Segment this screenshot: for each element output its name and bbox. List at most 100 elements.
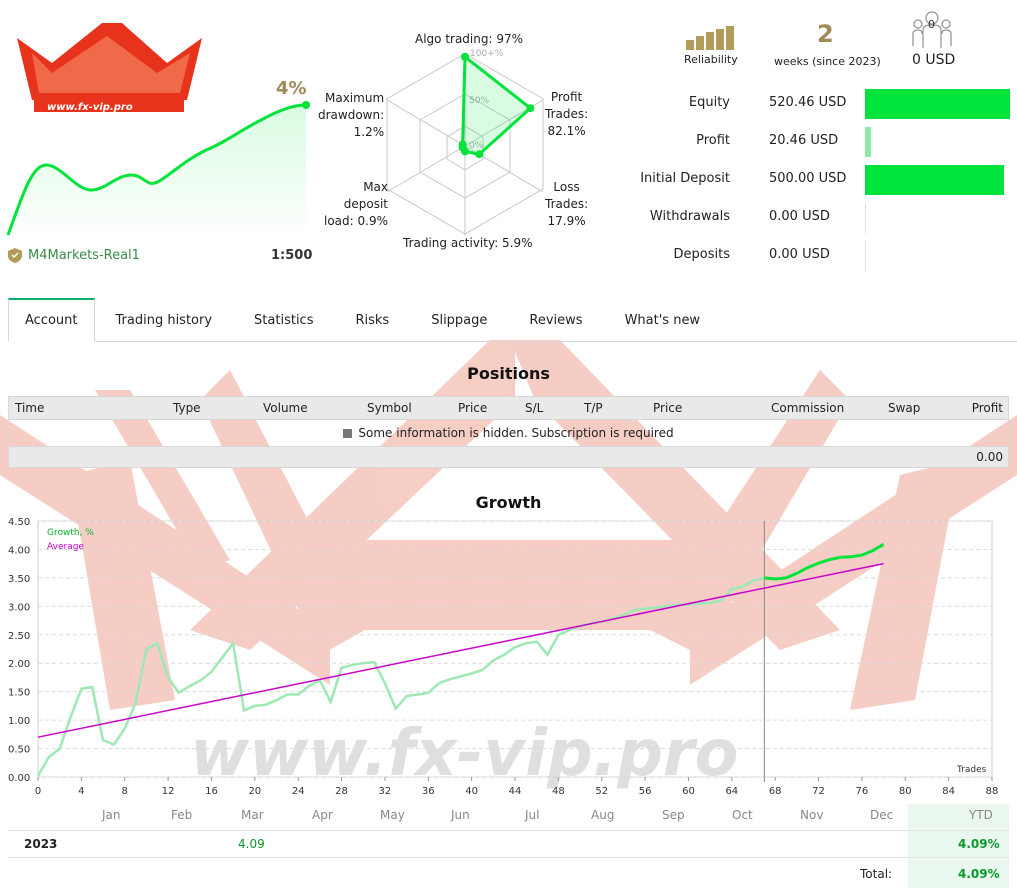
subscribers-icon xyxy=(912,11,952,48)
radar-chart: 100+% 50% 0% xyxy=(386,49,544,236)
col-tp: T/P xyxy=(584,401,603,415)
col-price: Price xyxy=(458,401,488,415)
tab-statistics[interactable]: Statistics xyxy=(254,312,314,328)
equity-bar xyxy=(865,89,1010,119)
average-line xyxy=(37,562,884,738)
subscribers-count: 0 xyxy=(928,18,935,31)
initial-deposit-bar xyxy=(865,165,1004,195)
x-tick-label: 88 xyxy=(986,786,999,797)
leverage: 1:500 xyxy=(271,248,313,263)
radar-label-load: Max deposit load: 0.9% xyxy=(324,180,388,228)
y-tick-label: 2.00 xyxy=(8,659,30,670)
tab-whats-new[interactable]: What's new xyxy=(624,312,701,328)
growth-sparkline xyxy=(6,101,310,240)
logo-text: www.fx-vip.pro xyxy=(47,102,133,113)
tab-reviews[interactable]: Reviews xyxy=(529,312,583,328)
col-symbol: Symbol xyxy=(367,401,412,415)
tab-trading-history[interactable]: Trading history xyxy=(115,312,213,328)
stat-row-initial-deposit: Initial Deposit 500.00 USD xyxy=(630,165,1015,195)
y-tick-label: 1.50 xyxy=(8,688,30,699)
mar-value: 4.09 xyxy=(238,837,265,851)
weeks-label: weeks (since 2023) xyxy=(774,55,881,68)
y-tick-label: 3.00 xyxy=(8,602,30,613)
shield-icon xyxy=(8,248,22,263)
y-tick-label: 0.00 xyxy=(8,773,30,784)
lock-icon xyxy=(343,428,353,438)
total-label: Total: xyxy=(860,867,893,881)
monthly-total-row: Total: 4.09% xyxy=(8,858,1009,888)
positions-header: Time Type Volume Symbol Price S/L T/P Pr… xyxy=(8,396,1009,420)
col-sl: S/L xyxy=(525,401,544,415)
x-tick-label: 4 xyxy=(78,786,84,797)
hidden-message: Some information is hidden. Subscription… xyxy=(358,426,674,440)
x-tick-label: 48 xyxy=(552,786,565,797)
radar-point-1 xyxy=(526,104,535,113)
y-tick-label: 0.50 xyxy=(8,745,30,756)
positions-title: Positions xyxy=(467,364,550,383)
x-tick-label: 40 xyxy=(465,786,478,797)
growth-line-history xyxy=(36,576,765,777)
x-tick-label: 84 xyxy=(942,786,955,797)
x-tick-label: 16 xyxy=(205,786,218,797)
x-tick-label: 24 xyxy=(292,786,305,797)
x-tick-label: 76 xyxy=(856,786,869,797)
y-tick-label: 4.50 xyxy=(8,517,30,528)
y-tick-label: 2.50 xyxy=(8,631,30,642)
growth-percent: 4% xyxy=(276,78,307,99)
positions-total-row: 0.00 xyxy=(8,446,1009,468)
reliability-label: Reliability xyxy=(684,53,738,66)
x-tick-label: 0 xyxy=(35,786,41,797)
stat-row-withdrawals: Withdrawals 0.00 USD xyxy=(630,203,1015,233)
stat-row-deposits: Deposits 0.00 USD xyxy=(630,241,1015,271)
y-tick-label: 3.50 xyxy=(8,574,30,585)
positions-total: 0.00 xyxy=(976,450,1003,464)
year-label: 2023 xyxy=(24,837,58,851)
sparkline-endpoint xyxy=(302,101,310,109)
x-tick-label: 52 xyxy=(595,786,608,797)
radar-point-5 xyxy=(458,140,467,149)
col-commission: Commission xyxy=(771,401,845,415)
tab-risks[interactable]: Risks xyxy=(355,312,390,328)
positions-table: Time Type Volume Symbol Price S/L T/P Pr… xyxy=(8,396,1009,468)
col-price-2: Price xyxy=(653,401,683,415)
tab-slippage[interactable]: Slippage xyxy=(431,312,488,328)
col-time: Time xyxy=(15,401,45,415)
radar-label-profit: Profit Trades: 82.1% xyxy=(545,90,589,138)
x-tick-label: 32 xyxy=(379,786,392,797)
weeks-value: 2 xyxy=(817,20,834,48)
brand-logo: www.fx-vip.pro xyxy=(17,23,202,113)
scale-50: 50% xyxy=(469,96,489,106)
stat-row-equity: Equity 520.46 USD xyxy=(630,89,1015,119)
broker-link[interactable]: M4Markets-Real1 xyxy=(8,248,140,263)
radar-label-loss: Loss Trades: 17.9% xyxy=(545,180,589,228)
col-profit: Profit xyxy=(971,401,1003,415)
tab-account[interactable]: Account xyxy=(8,298,95,342)
x-axis-label: Trades xyxy=(956,765,987,775)
growth-title: Growth xyxy=(475,493,542,512)
legend-average: Average xyxy=(47,542,84,552)
hidden-info-row: Some information is hidden. Subscription… xyxy=(8,420,1009,446)
col-swap: Swap xyxy=(888,401,921,415)
monthly-row-2023: 2023 4.09 4.09% xyxy=(8,830,1009,858)
radar-label-activity: Trading activity: 5.9% xyxy=(403,236,533,250)
growth-chart: 0.00 0.50 1.00 1.50 2.00 2.50 3.00 3.50 4.00 4.50… xyxy=(8,517,999,797)
monthly-header: Jan Feb Mar Apr May Jun Jul Aug Sep Oct … xyxy=(102,808,993,822)
radar-point-2 xyxy=(475,150,484,159)
x-tick-label: 68 xyxy=(769,786,782,797)
monthly-table: Jan Feb Mar Apr May Jun Jul Aug Sep Oct … xyxy=(8,804,1009,888)
scale-100: 100+% xyxy=(470,49,504,59)
x-tick-label: 44 xyxy=(509,786,522,797)
x-tick-label: 12 xyxy=(162,786,175,797)
subscribers-usd: 0 USD xyxy=(912,52,956,68)
x-tick-label: 72 xyxy=(812,786,825,797)
legend-growth: Growth, % xyxy=(47,528,94,538)
y-tick-label: 1.00 xyxy=(8,716,30,727)
radar-label-algo: Algo trading: 97% xyxy=(415,32,524,46)
plot-frame xyxy=(37,520,993,778)
x-tick-label: 20 xyxy=(248,786,261,797)
radar-label-drawdown: Maximum drawdown: 1.2% xyxy=(318,91,385,139)
tab-bar: Account Trading history Statistics Risks… xyxy=(8,298,1017,342)
scale-0: 0% xyxy=(469,141,484,151)
broker-name: M4Markets-Real1 xyxy=(28,248,140,263)
col-volume: Volume xyxy=(263,401,308,415)
